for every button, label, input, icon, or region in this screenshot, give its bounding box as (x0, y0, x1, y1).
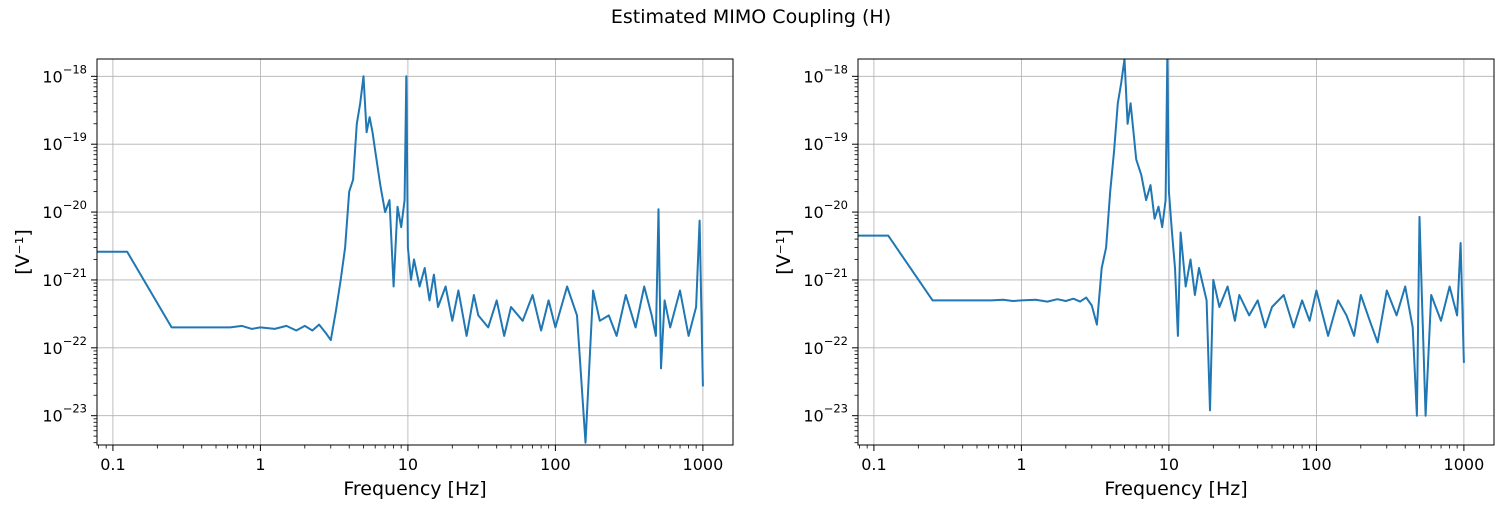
y-axis-label: [V⁻¹] (12, 229, 34, 274)
x-tick-label: 100 (540, 455, 571, 474)
y-tick-label: 10−20 (803, 198, 848, 222)
series-line (858, 59, 1465, 417)
series-line (97, 75, 704, 444)
y-tick-label: 10−21 (803, 266, 848, 290)
y-tick-label: 10−20 (42, 198, 87, 222)
y-tick-label: 10−21 (42, 266, 87, 290)
x-tick-label: 10 (398, 455, 418, 474)
axes-frame (96, 58, 734, 446)
x-tick-label: 0.1 (861, 455, 886, 474)
y-axis-label: [V⁻¹] (773, 229, 795, 274)
x-tick-label: 1 (1016, 455, 1026, 474)
figure-title: Estimated MIMO Coupling (H) (610, 6, 892, 28)
y-tick-label: 10−18 (803, 62, 848, 86)
x-tick-label: 100 (1301, 455, 1332, 474)
x-axis-label: Frequency [Hz] (343, 478, 486, 500)
x-axis-label: Frequency [Hz] (1104, 478, 1247, 500)
subplot-left: 0.1 1 10 100 1000 10−23 10−22 10−21 10−20 10−19 10… (12, 58, 734, 500)
x-tick-label: 0.1 (100, 455, 125, 474)
subplot-right: 0.1 1 10 100 1000 10−23 10−22 10−21 10−20 10−19 10… (773, 58, 1495, 500)
y-tick-label: 10−22 (803, 334, 848, 358)
y-tick-label: 10−19 (803, 130, 848, 154)
axes-frame (857, 58, 1495, 446)
y-tick-label: 10−23 (803, 402, 848, 426)
y-tick-label: 10−23 (42, 402, 87, 426)
x-tick-label: 10 (1159, 455, 1179, 474)
x-tick-label: 1000 (1444, 455, 1485, 474)
y-tick-label: 10−19 (42, 130, 87, 154)
y-tick-label: 10−22 (42, 334, 87, 358)
y-tick-label: 10−18 (42, 62, 87, 86)
x-tick-label: 1000 (683, 455, 724, 474)
x-tick-label: 1 (255, 455, 265, 474)
